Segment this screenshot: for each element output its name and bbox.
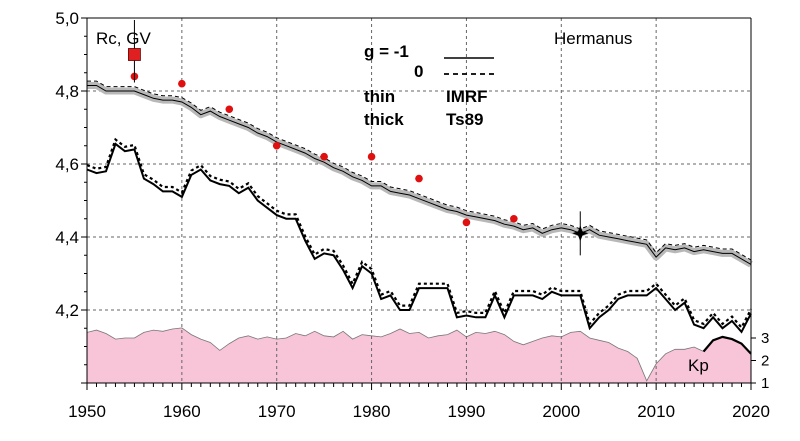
x-tick-label: 1990	[448, 402, 486, 421]
kp-label: Kp	[688, 356, 709, 375]
y-tick-label: 4,4	[55, 228, 79, 247]
point-layer	[128, 20, 589, 256]
kp-area-layer	[86, 327, 752, 384]
x-tick-label: 2000	[542, 402, 580, 421]
measured-point	[272, 141, 281, 150]
legend-thick-label: thick	[364, 110, 404, 129]
legend-ts89-label: Ts89	[446, 110, 484, 129]
y-tick-label: 4,6	[55, 155, 79, 174]
x-tick-label: 2020	[732, 402, 770, 421]
marker-star	[572, 225, 589, 242]
legend-g-0-label: 0	[414, 62, 423, 81]
imrf-dashed-line	[87, 80, 752, 261]
ts89-solid-line	[86, 142, 752, 334]
kp-area	[86, 327, 752, 384]
legend-imrf-label: IMRF	[446, 87, 488, 106]
imrf-solid-line	[87, 85, 752, 265]
measured-point	[415, 174, 423, 183]
measured-point	[178, 79, 186, 88]
x-tick-label: 1960	[163, 402, 201, 421]
y-tick-label: 4,8	[55, 82, 79, 101]
kp-tick-label: 3	[761, 330, 769, 347]
measured-point	[462, 218, 471, 227]
kp-recent-outline	[702, 335, 752, 355]
ts89-dashed-line	[86, 137, 752, 330]
kp-tick-label: 2	[761, 353, 769, 370]
y-axis-label: Rc, GV	[96, 29, 151, 48]
marker-square	[128, 48, 141, 61]
measured-point	[367, 152, 376, 161]
x-tick-label: 1970	[258, 402, 296, 421]
kp-tick-label: 1	[761, 375, 769, 392]
measured-point	[225, 105, 234, 114]
measured-point	[510, 214, 518, 223]
x-tick-label: 1950	[68, 402, 106, 421]
measured-point	[320, 152, 328, 161]
x-tick-label: 1980	[353, 402, 391, 421]
x-tick-label: 2010	[637, 402, 675, 421]
grid-layer	[87, 18, 751, 383]
legend-g-neg1-label: g = -1	[364, 42, 409, 61]
y-tick-label: 4,2	[55, 301, 79, 320]
station-label: Hermanus	[554, 29, 632, 48]
y-tick-label: 5,0	[55, 9, 79, 28]
series-layer	[86, 80, 753, 334]
legend: g = -1 0 thin IMRF thick Ts89	[364, 42, 494, 129]
axis-layer: 1950 1960 1970 1980 1990 2000 2010 2020 4,2 4,4 4,…	[55, 9, 770, 421]
legend-thin-label: thin	[364, 87, 395, 106]
